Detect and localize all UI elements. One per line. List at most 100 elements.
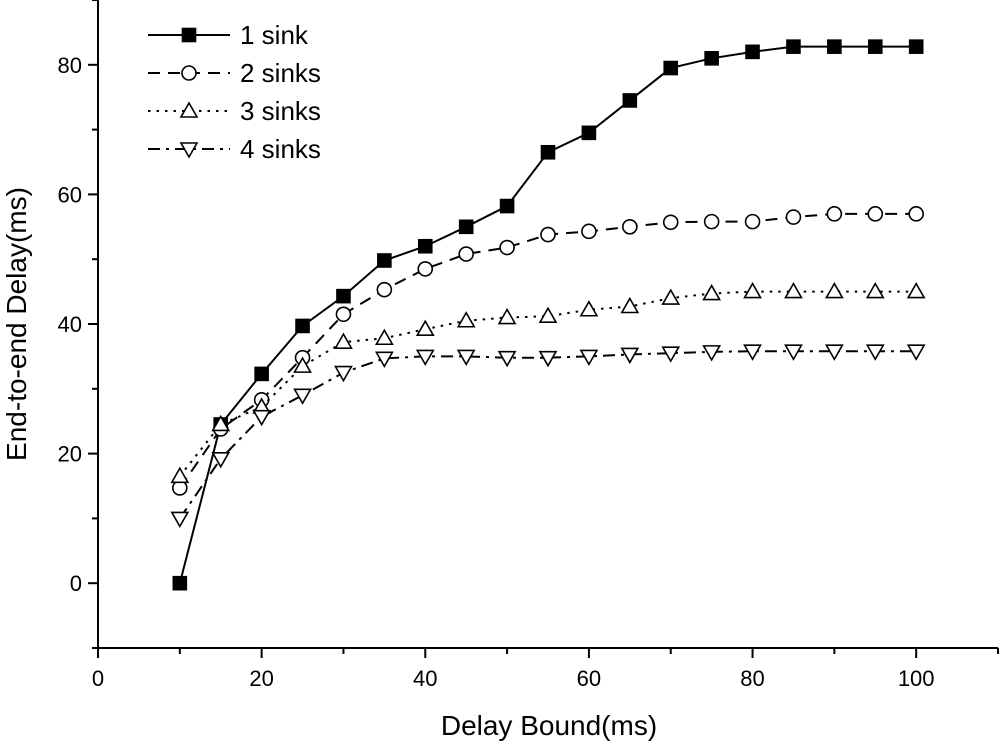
data-point-circle <box>622 219 638 235</box>
legend-label: 3 sinks <box>240 96 321 126</box>
data-point-square <box>867 39 883 54</box>
data-point-square <box>622 93 638 108</box>
data-point-triangle-up <box>293 356 312 373</box>
data-point-circle <box>417 261 434 277</box>
legend-item-2-sinks: 2 sinks <box>148 58 321 88</box>
data-point-square <box>663 60 679 76</box>
data-point-circle <box>867 206 884 222</box>
data-point-triangle-up <box>415 319 435 336</box>
data-point-triangle-down <box>824 344 844 361</box>
x-tick-label: 60 <box>577 666 601 691</box>
x-tick-label: 40 <box>413 666 437 691</box>
data-point-circle <box>826 206 843 222</box>
data-point-triangle-down <box>579 349 599 367</box>
data-point-triangle-up <box>579 300 599 317</box>
data-point-circle <box>335 306 352 323</box>
data-point-triangle-up <box>743 281 762 299</box>
data-point-circle <box>908 206 924 222</box>
x-tick-label: 0 <box>92 666 104 691</box>
series-1-sink <box>172 39 924 591</box>
x-tick-label: 100 <box>898 666 935 691</box>
data-point-triangle-up <box>906 281 926 299</box>
data-point-square <box>458 219 474 235</box>
series-3-sinks <box>170 281 926 484</box>
x-tick-label: 80 <box>740 666 764 691</box>
data-point-triangle-up <box>538 306 558 324</box>
data-point-triangle-up <box>179 101 199 118</box>
data-point-circle <box>499 239 515 256</box>
data-point-square <box>704 51 719 66</box>
data-point-square <box>377 253 392 268</box>
data-point-square <box>540 144 556 160</box>
data-point-triangle-down <box>211 451 231 469</box>
data-point-triangle-down <box>865 344 885 361</box>
data-point-circle <box>181 65 197 81</box>
y-axis-label: End-to-end Delay(ms) <box>1 187 32 461</box>
legend-item-4-sinks: 4 sinks <box>148 134 321 164</box>
data-point-square <box>908 39 924 54</box>
data-point-circle <box>376 281 393 298</box>
data-point-square <box>254 366 269 382</box>
data-point-triangle-down <box>906 344 926 361</box>
data-point-triangle-down <box>170 511 190 529</box>
data-point-square <box>417 238 433 254</box>
y-tick-label: 80 <box>58 53 82 78</box>
data-point-circle <box>581 223 597 240</box>
series-line-2-sinks <box>178 212 917 489</box>
data-point-circle <box>458 246 474 262</box>
data-point-triangle-up <box>211 414 231 432</box>
data-point-triangle-up <box>661 288 681 305</box>
data-point-circle <box>744 213 761 230</box>
legend-label: 4 sinks <box>240 134 321 164</box>
data-point-square <box>581 125 597 141</box>
x-axis-label: Delay Bound(ms) <box>441 710 657 741</box>
y-tick-label: 0 <box>70 571 82 596</box>
data-point-triangle-up <box>456 311 476 328</box>
data-point-triangle-down <box>702 345 722 362</box>
data-point-triangle-up <box>170 466 190 484</box>
data-point-triangle-down <box>497 350 517 368</box>
data-point-triangle-down <box>252 409 272 427</box>
data-point-triangle-down <box>456 349 476 367</box>
data-point-square <box>172 575 188 591</box>
data-point-square <box>295 318 310 334</box>
data-point-triangle-down <box>620 347 640 365</box>
data-point-circle <box>540 226 556 243</box>
data-point-square <box>827 39 842 54</box>
series-4-sinks <box>170 344 926 529</box>
series-layer <box>170 39 926 591</box>
data-point-square <box>499 198 515 214</box>
data-point-circle <box>785 209 802 225</box>
legend-label: 1 sink <box>240 20 309 50</box>
data-point-triangle-up <box>865 281 885 299</box>
axes: 0 20 40 60 80 100 0 20 40 60 80 <box>58 0 999 691</box>
data-point-triangle-up <box>702 283 722 301</box>
data-point-circle <box>662 214 679 231</box>
y-tick-label: 60 <box>58 182 82 207</box>
data-point-triangle-down <box>293 388 312 405</box>
data-point-triangle-down <box>743 344 762 361</box>
y-tick-label: 20 <box>58 442 82 467</box>
data-point-triangle-up <box>374 328 394 346</box>
data-point-square <box>745 44 760 60</box>
data-point-triangle-up <box>334 332 353 349</box>
data-point-triangle-down <box>538 350 558 368</box>
data-point-square <box>336 288 351 304</box>
data-point-square <box>786 39 801 54</box>
data-point-triangle-down <box>661 346 681 363</box>
legend-label: 2 sinks <box>240 58 321 88</box>
legend: 1 sink 2 sinks 3 sinks 4 sinks <box>148 20 321 164</box>
legend-item-1-sink: 1 sink <box>148 20 309 50</box>
data-point-triangle-down <box>334 365 353 383</box>
data-point-circle <box>703 213 720 230</box>
data-point-triangle-up <box>784 281 803 299</box>
data-point-triangle-up <box>497 307 517 325</box>
data-point-triangle-up <box>620 296 640 314</box>
data-point-triangle-down <box>415 349 435 367</box>
data-point-triangle-down <box>179 142 199 159</box>
data-point-triangle-down <box>374 351 394 368</box>
data-point-square <box>181 27 197 43</box>
series-line-4-sinks <box>178 350 917 519</box>
x-tick-label: 20 <box>249 666 273 691</box>
